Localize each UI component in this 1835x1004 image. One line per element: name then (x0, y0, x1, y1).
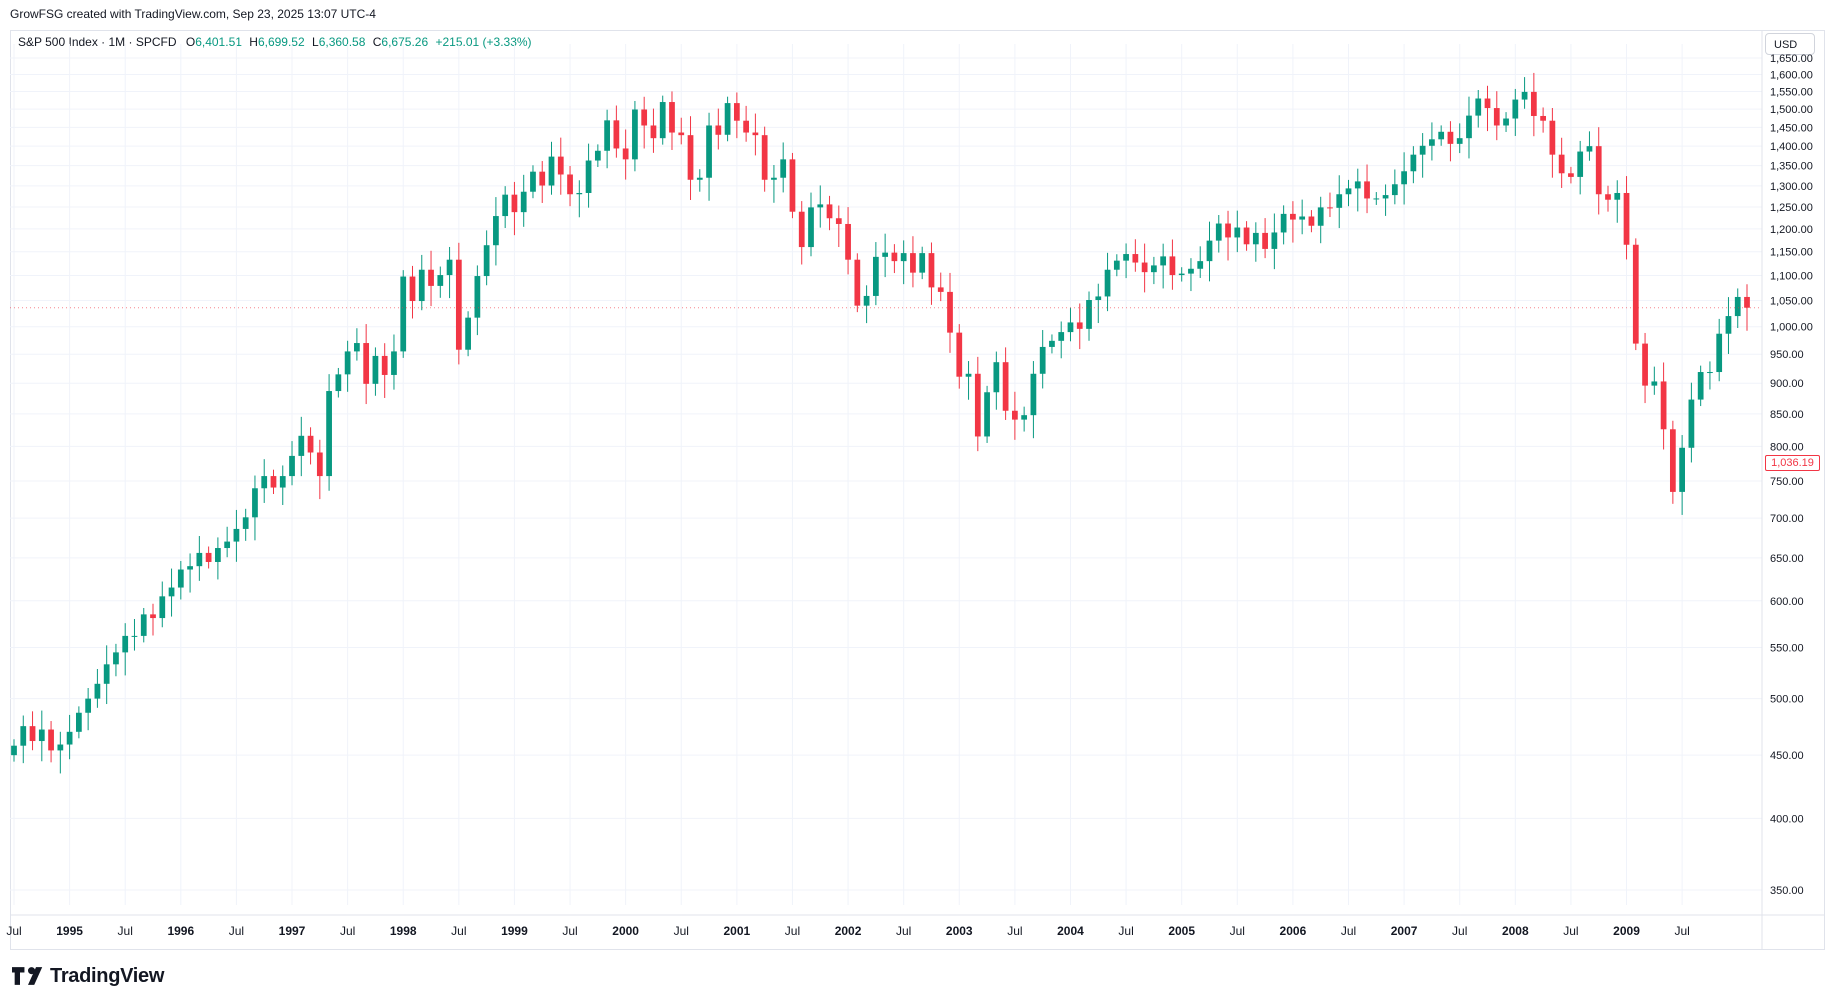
close-value: 6,675.26 (381, 35, 429, 49)
symbol-legend: S&P 500 Index · 1M · SPCFD O6,401.51 H6,… (18, 35, 532, 49)
currency-button[interactable]: USD (1765, 33, 1815, 55)
close-label: C (372, 35, 382, 49)
low-value: 6,360.58 (318, 35, 366, 49)
last-price-label: 1,036.19 (1765, 455, 1820, 471)
low-label: L (312, 35, 319, 49)
tradingview-logo-icon (12, 967, 43, 985)
brand-name: TradingView (50, 964, 165, 987)
symbol-name[interactable]: S&P 500 Index · 1M · SPCFD (18, 35, 177, 49)
change-value: +215.01 (+3.33%) (435, 35, 532, 49)
chart-credit: GrowFSG created with TradingView.com, Se… (10, 7, 376, 21)
open-value: 6,401.51 (195, 35, 242, 49)
chart-frame[interactable] (10, 30, 1825, 950)
tradingview-brand[interactable]: TradingView (12, 964, 164, 988)
high-label: H (249, 35, 258, 49)
open-label: O (185, 35, 196, 49)
high-value: 6,699.52 (257, 35, 305, 49)
